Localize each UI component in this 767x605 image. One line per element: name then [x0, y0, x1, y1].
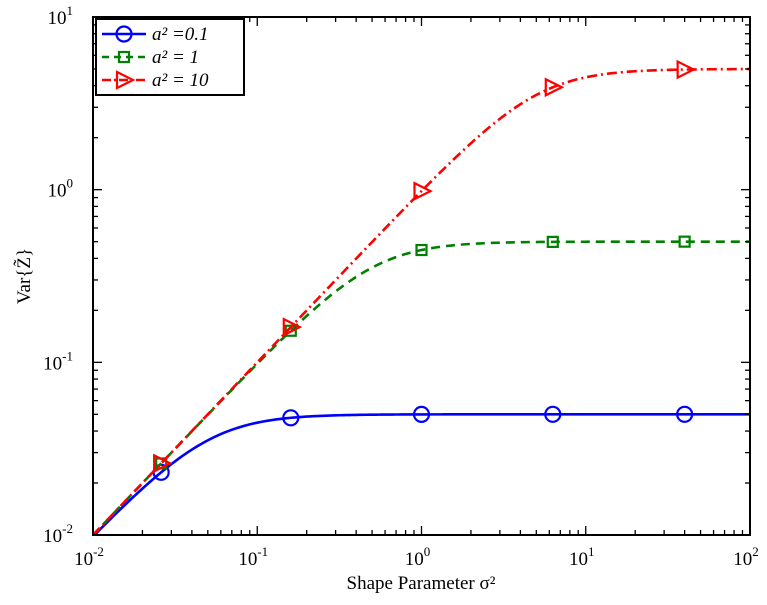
series-3 [93, 59, 750, 535]
series-3-marker-5 [676, 59, 697, 80]
series-3-marker-2 [282, 317, 303, 337]
series-1-marker-2 [282, 409, 300, 427]
legend-label-1: a² =0.1 [152, 24, 209, 45]
series-2-marker-5 [678, 235, 691, 248]
series-1 [93, 405, 750, 535]
series-3-marker-3 [413, 181, 433, 201]
series-line-3 [93, 67, 750, 535]
y-tick-label-2: 10-1 [43, 348, 73, 374]
x-tick-label-1: 10-2 [74, 544, 104, 570]
series-1-marker-3 [412, 405, 431, 424]
axis-tick-labels: 10-2 10-1 100 101 102 10-2 10-1 100 101 [43, 3, 759, 570]
y-tick-label-1: 10-2 [43, 521, 73, 547]
series-2-marker-4 [546, 235, 559, 248]
y-tick-label-3: 100 [48, 176, 74, 202]
series-1-marker-4 [544, 405, 562, 423]
series-1-marker-5 [676, 405, 694, 423]
legend: a² =0.1a² = 1a² = 10 [95, 18, 245, 96]
x-tick-label-4: 101 [569, 544, 595, 570]
x-tick-label-2: 10-1 [238, 544, 268, 570]
legend-marker-1 [115, 25, 133, 43]
series-line-2 [93, 240, 750, 535]
series-3-marker-4 [544, 77, 565, 98]
series-2-marker-3 [415, 243, 428, 257]
legend-label-2: a² = 1 [152, 47, 199, 68]
series-line-1 [93, 413, 750, 535]
x-tick-label-5: 102 [733, 544, 759, 570]
legend-marker-2 [117, 50, 131, 64]
x-axis-label: Shape Parameter σ² [347, 573, 496, 594]
plot-area [93, 59, 750, 535]
legend-marker-3 [115, 70, 136, 90]
series-3-marker-1 [153, 453, 173, 474]
x-tick-label-3: 100 [405, 544, 431, 570]
y-axis-label: Var{Z̃} [12, 248, 35, 304]
y-tick-label-4: 101 [48, 3, 74, 29]
legend-label-3: a² = 10 [152, 70, 209, 91]
axis-ticks [92, 16, 751, 536]
